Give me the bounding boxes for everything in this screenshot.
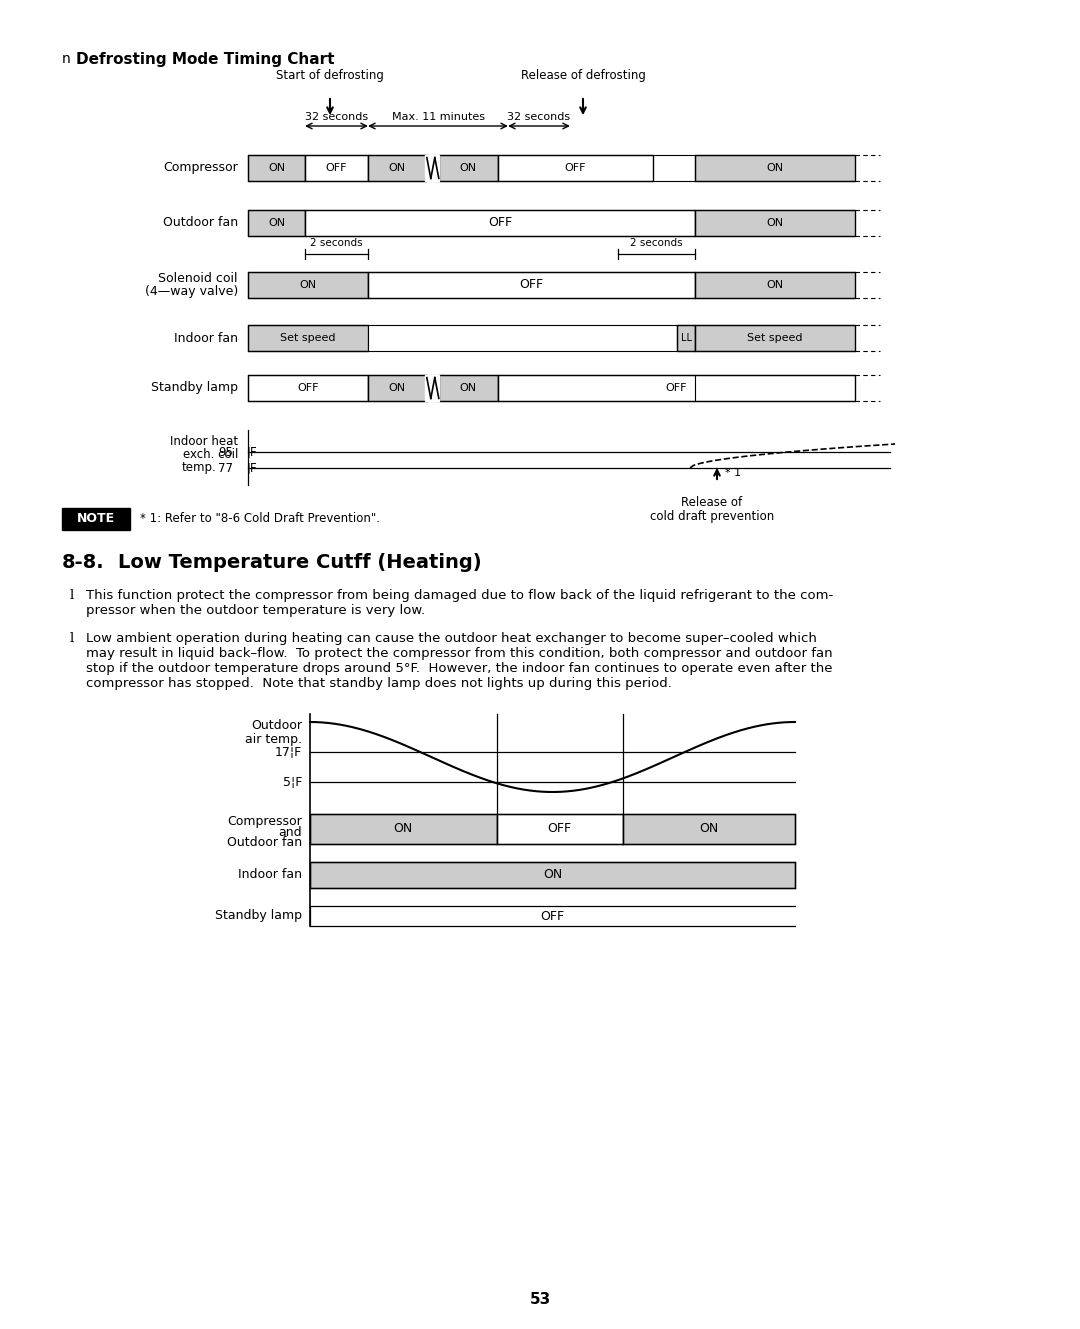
Bar [424,375,438,401]
Text: * 1: * 1 [725,468,741,478]
Text: pressor when the outdoor temperature is very low.: pressor when the outdoor temperature is … [86,603,426,617]
Text: ¦F: ¦F [246,445,257,459]
Text: ON: ON [389,383,406,393]
Bar [424,155,438,181]
Text: compressor has stopped.  Note that standby lamp does not lights up during this p: compressor has stopped. Note that standb… [86,676,672,690]
Text: ON: ON [767,218,784,229]
Text: Compressor: Compressor [163,162,238,174]
Text: 32 seconds: 32 seconds [508,112,570,122]
Text: Outdoor fan: Outdoor fan [227,836,302,849]
Text: Indoor fan: Indoor fan [238,868,302,881]
Text: Compressor: Compressor [227,815,302,828]
Text: ON: ON [299,280,316,290]
Bar [677,326,696,351]
Text: Release of: Release of [681,496,743,509]
Bar [305,155,368,181]
Text: Start of defrosting: Start of defrosting [276,69,383,82]
Text: Solenoid coil: Solenoid coil [159,271,238,284]
Text: Max. 11 minutes: Max. 11 minutes [391,112,485,122]
Text: OFF: OFF [540,909,565,922]
Bar [310,813,497,844]
Text: (4—way valve): (4—way valve) [145,286,238,299]
Text: 2 seconds: 2 seconds [310,238,363,249]
Text: ON: ON [767,163,784,173]
Text: 8-8.: 8-8. [62,553,105,571]
Text: l: l [70,589,75,602]
Text: Outdoor: Outdoor [251,719,302,732]
Bar [62,508,130,530]
Text: OFF: OFF [548,823,571,836]
Text: Indoor heat: Indoor heat [170,435,238,448]
Text: 17¦F: 17¦F [274,746,302,759]
Bar [248,272,368,298]
Text: Outdoor fan: Outdoor fan [163,217,238,230]
Text: ON: ON [543,868,562,881]
Text: ON: ON [767,280,784,290]
Text: 5¦F: 5¦F [283,776,302,788]
Text: Standby lamp: Standby lamp [151,381,238,395]
Bar [498,155,653,181]
Text: Indoor fan: Indoor fan [174,331,238,344]
Text: exch. coil: exch. coil [183,448,238,461]
Text: 32 seconds: 32 seconds [305,112,368,122]
Text: Defrosting Mode Timing Chart: Defrosting Mode Timing Chart [76,52,335,66]
Text: cold draft prevention: cold draft prevention [650,510,774,524]
Text: Standby lamp: Standby lamp [215,909,302,922]
Bar [696,272,855,298]
Text: Low Temperature Cutff (Heating): Low Temperature Cutff (Heating) [118,553,482,571]
Text: ON: ON [460,163,476,173]
Text: ON: ON [268,163,285,173]
Text: may result in liquid back–flow.  To protect the compressor from this condition, : may result in liquid back–flow. To prote… [86,647,833,661]
Bar [368,272,696,298]
Text: ON: ON [699,823,718,836]
Text: ON: ON [460,383,476,393]
Bar [310,863,795,888]
Bar [368,155,427,181]
Text: NOTE: NOTE [77,513,116,525]
Text: OFF: OFF [297,383,319,393]
Bar [438,155,498,181]
Bar [696,326,855,351]
Text: 77: 77 [218,461,233,474]
Bar [248,375,368,401]
Text: OFF: OFF [665,383,687,393]
Text: Low ambient operation during heating can cause the outdoor heat exchanger to bec: Low ambient operation during heating can… [86,633,816,645]
Bar [696,155,855,181]
Bar [498,375,855,401]
Text: 2 seconds: 2 seconds [631,238,683,249]
Text: stop if the outdoor temperature drops around 5°F.  However, the indoor fan conti: stop if the outdoor temperature drops ar… [86,662,833,675]
Bar [623,813,795,844]
Bar [438,375,498,401]
Bar [368,375,427,401]
Text: n: n [62,52,71,66]
Bar [248,326,368,351]
Text: Release of defrosting: Release of defrosting [521,69,646,82]
Text: * 1: Refer to "8-6 Cold Draft Prevention".: * 1: Refer to "8-6 Cold Draft Prevention… [140,513,380,525]
Bar [248,155,305,181]
Text: temp.: temp. [181,461,216,474]
Bar [305,210,696,237]
Text: OFF: OFF [519,279,543,291]
Bar [497,813,623,844]
Text: l: l [70,633,75,645]
Text: air temp.: air temp. [245,734,302,746]
Text: OFF: OFF [326,163,348,173]
Bar [696,210,855,237]
Text: LL: LL [680,334,691,343]
Text: OFF: OFF [488,217,512,230]
Bar [368,326,677,351]
Bar [248,210,305,237]
Text: ON: ON [268,218,285,229]
Text: This function protect the compressor from being damaged due to flow back of the : This function protect the compressor fro… [86,589,834,602]
Text: 95: 95 [218,445,233,459]
Text: 53: 53 [529,1293,551,1308]
Text: Set speed: Set speed [280,334,336,343]
Text: and: and [279,825,302,839]
Text: ON: ON [389,163,406,173]
Text: Set speed: Set speed [747,334,802,343]
Text: OFF: OFF [565,163,586,173]
Text: ¦F: ¦F [246,461,257,474]
Text: ON: ON [394,823,413,836]
